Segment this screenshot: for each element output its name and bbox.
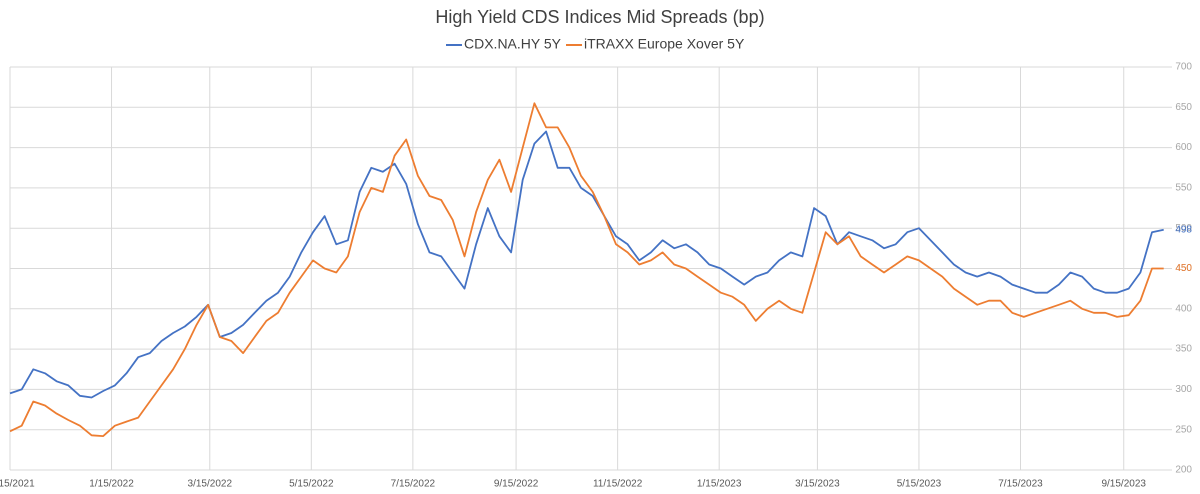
y-tick-label: 350	[1175, 344, 1192, 355]
y-tick-label: 300	[1175, 384, 1192, 395]
x-tick-label: 9/15/2023	[1101, 479, 1146, 490]
x-tick-label: 1/15/2022	[89, 479, 134, 490]
x-tick-label: 7/15/2023	[998, 479, 1043, 490]
legend-label: CDX.NA.HY 5Y	[464, 36, 562, 52]
y-tick-label: 400	[1175, 303, 1192, 314]
x-tick-label: 11/15/2022	[593, 479, 643, 490]
y-tick-label: 600	[1175, 142, 1192, 153]
x-tick-label: 3/15/2023	[795, 479, 840, 490]
end-value-label: 498	[1175, 224, 1192, 235]
legend-label: iTRAXX Europe Xover 5Y	[584, 36, 745, 52]
x-tick-label: 3/15/2022	[188, 479, 233, 490]
series-line	[9, 102, 1164, 437]
y-tick-label: 450	[1175, 263, 1192, 274]
y-tick-label: 500	[1175, 223, 1192, 234]
y-tick-label: 650	[1175, 102, 1192, 113]
y-tick-label: 250	[1175, 424, 1192, 435]
series-line	[9, 130, 1164, 399]
x-tick-label: 7/15/2022	[391, 479, 436, 490]
x-tick-label: 11/15/2021	[0, 479, 35, 490]
y-tick-label: 700	[1175, 62, 1192, 73]
y-tick-label: 550	[1175, 183, 1192, 194]
x-tick-label: 1/15/2023	[697, 479, 742, 490]
chart-title: High Yield CDS Indices Mid Spreads (bp)	[435, 7, 764, 27]
x-tick-label: 5/15/2023	[897, 479, 942, 490]
end-value-label: 450	[1175, 263, 1192, 274]
x-tick-label: 5/15/2022	[289, 479, 334, 490]
y-tick-label: 200	[1175, 465, 1192, 476]
x-tick-label: 9/15/2022	[494, 479, 539, 490]
